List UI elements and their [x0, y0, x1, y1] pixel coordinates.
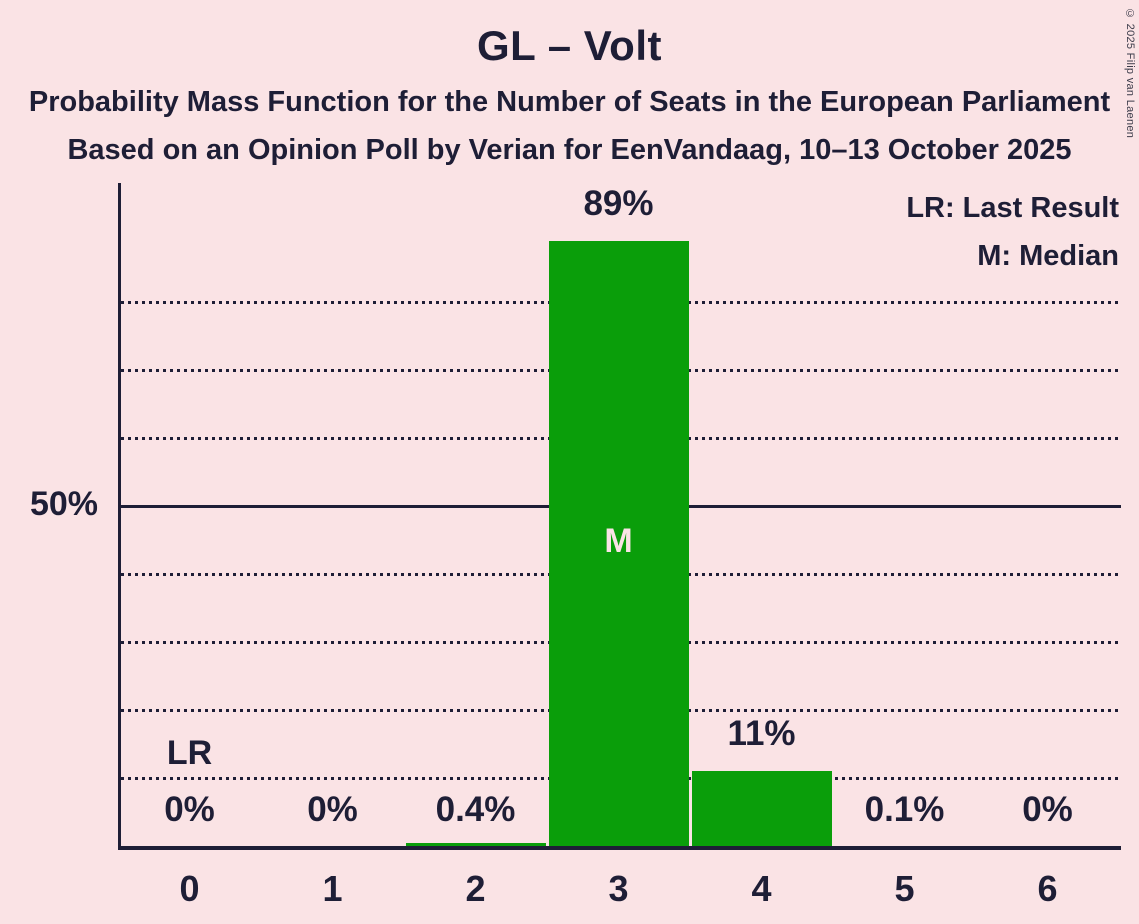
value-label-seats-0: 0% — [164, 790, 215, 829]
legend-last-result: LR: Last Result — [906, 192, 1119, 224]
y-axis-spine — [118, 183, 121, 846]
chart-subtitle-poll-source: Based on an Opinion Poll by Verian for E… — [67, 134, 1072, 166]
value-label-seats-3: 89% — [583, 183, 654, 223]
x-tick-label-6: 6 — [1037, 868, 1058, 909]
x-tick-label-0: 0 — [179, 868, 200, 909]
legend: LR: Last Result M: Median — [906, 184, 1119, 280]
x-tick-label-2: 2 — [465, 868, 486, 909]
chart-title: GL – Volt — [477, 22, 662, 69]
copyright-text: © 2025 Filip van Laenen — [1124, 8, 1136, 139]
legend-median: M: Median — [977, 240, 1119, 272]
x-tick-label-5: 5 — [894, 868, 915, 909]
bar-seats-4 — [691, 771, 832, 846]
chart-subtitle-pmf: Probability Mass Function for the Number… — [28, 86, 1111, 118]
value-label-seats-5: 0.1% — [864, 790, 945, 829]
last-result-marker-label: LR — [166, 734, 213, 772]
value-label-seats-6: 0% — [1022, 790, 1073, 829]
median-marker-label: M — [604, 522, 633, 561]
plot-area: 0% 0% 0.4% 89% 11% 0.1% 0% LR M — [118, 183, 1121, 846]
x-axis-line — [118, 846, 1121, 850]
value-label-seats-1: 0% — [307, 790, 358, 829]
bar-seats-3 — [548, 240, 689, 846]
x-tick-label-4: 4 — [751, 868, 772, 909]
value-label-seats-2: 0.4% — [435, 790, 516, 829]
y-axis-label-50: 50% — [29, 485, 98, 523]
value-label-seats-4: 11% — [727, 714, 796, 754]
bar-seats-2 — [405, 843, 546, 846]
x-tick-label-1: 1 — [322, 868, 343, 909]
x-tick-label-3: 3 — [608, 868, 629, 909]
